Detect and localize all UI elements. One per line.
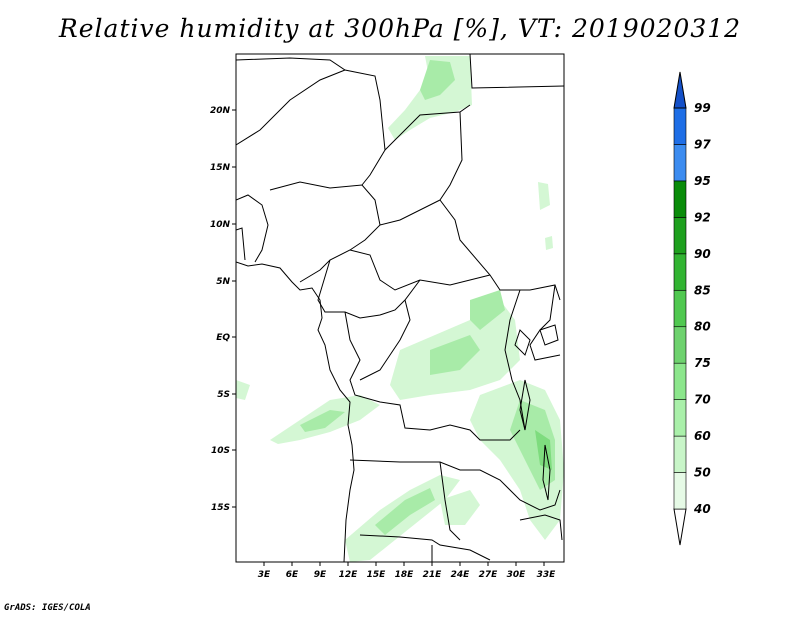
lon-label-21e: 21E — [423, 570, 443, 580]
colorbar-box — [673, 217, 687, 255]
lat-label-10s: 10S — [211, 446, 230, 456]
lon-label-30e: 30E — [507, 570, 527, 580]
colorbar-label: 90 — [694, 247, 711, 261]
colorbar-box — [673, 472, 687, 510]
colorbar-label: 95 — [694, 174, 711, 188]
humidity-shading — [236, 54, 564, 562]
colorbar: 40 50 60 70 75 80 85 90 92 95 97 99 — [673, 71, 711, 546]
colorbar-box — [673, 180, 687, 218]
map-frame — [235, 53, 565, 563]
colorbar-box — [673, 253, 687, 291]
map-panel: 20N 15N 10N 5N EQ 5S 10S 15S 3E 6E 9E 12… — [210, 53, 565, 580]
colorbar-label: 75 — [694, 356, 711, 370]
colorbar-box — [673, 435, 687, 473]
lon-label-27e: 27E — [479, 570, 499, 580]
colorbar-box — [673, 144, 687, 182]
map-title: Relative humidity at 300hPa [%], VT: 201… — [58, 14, 742, 43]
colorbar-label: 97 — [694, 137, 711, 151]
colorbar-low-triangle — [673, 508, 687, 546]
colorbar-box — [673, 399, 687, 437]
lon-label-9e: 9E — [314, 570, 327, 580]
country-borders — [236, 54, 564, 562]
lat-label-20n: 20N — [210, 106, 231, 116]
lon-label-6e: 6E — [286, 570, 299, 580]
lon-label-18e: 18E — [395, 570, 415, 580]
lat-label-15s: 15S — [211, 503, 230, 513]
lon-label-33e: 33E — [537, 570, 557, 580]
colorbar-label: 70 — [694, 393, 711, 407]
latitude-axis: 20N 15N 10N 5N EQ 5S 10S 15S — [210, 106, 236, 513]
lat-label-10n: 10N — [210, 220, 231, 230]
lat-label-5n: 5N — [216, 277, 230, 287]
grads-credit: GrADS: IGES/COLA — [4, 603, 91, 613]
colorbar-label: 85 — [694, 283, 711, 297]
lat-label-eq: EQ — [216, 333, 230, 343]
lon-label-12e: 12E — [339, 570, 359, 580]
colorbar-box — [673, 326, 687, 364]
colorbar-label: 80 — [694, 320, 711, 334]
colorbar-label: 60 — [694, 429, 711, 443]
lon-label-15e: 15E — [367, 570, 387, 580]
colorbar-label: 99 — [694, 101, 711, 115]
colorbar-box — [673, 289, 687, 328]
colorbar-box — [673, 362, 687, 400]
colorbar-label: 50 — [694, 466, 711, 480]
lat-label-5s: 5S — [217, 390, 230, 400]
colorbar-box — [673, 107, 687, 145]
lon-label-3e: 3E — [258, 570, 271, 580]
colorbar-label: 92 — [694, 210, 711, 224]
lat-label-15n: 15N — [210, 163, 231, 173]
lon-label-24e: 24E — [451, 570, 471, 580]
longitude-axis: 3E 6E 9E 12E 15E 18E 21E 24E 27E 30E 33E — [258, 562, 556, 580]
colorbar-high-triangle — [673, 71, 687, 109]
colorbar-label: 40 — [693, 502, 711, 516]
